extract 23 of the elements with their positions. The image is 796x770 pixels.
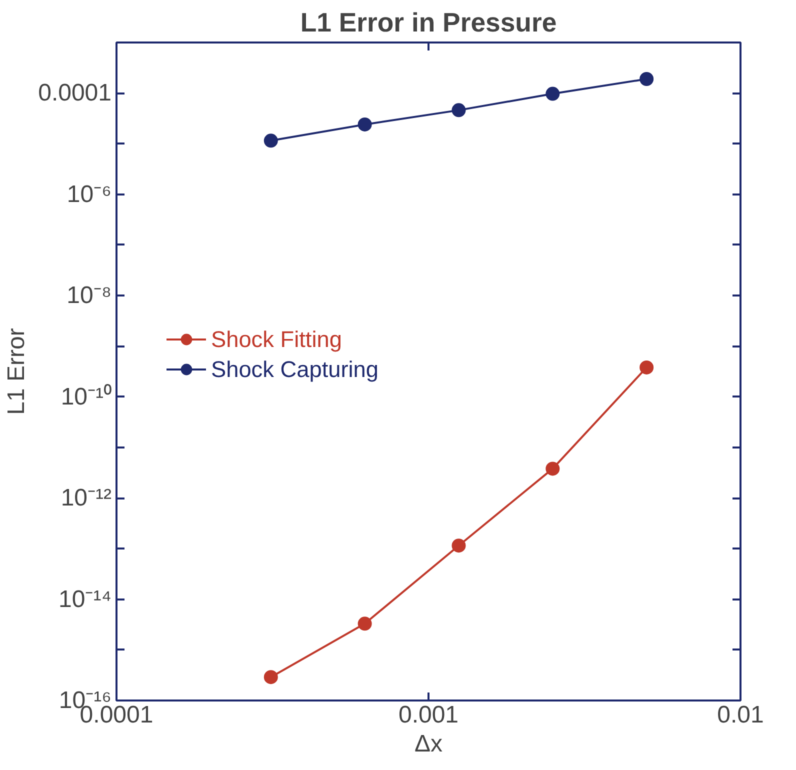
x-axis-title: Δx <box>414 730 443 758</box>
x-tick-label: 0.001 <box>398 702 459 728</box>
x-tick-label: 0.01 <box>717 702 764 728</box>
point <box>640 360 654 374</box>
point <box>264 134 278 148</box>
y-tick-label: 10⁻⁸ <box>66 282 112 310</box>
y-tick-label: 10⁻¹⁰ <box>60 383 112 410</box>
point <box>358 616 372 631</box>
legend-label: Shock Capturing <box>211 356 378 383</box>
y-tick-label: 10⁻¹⁴ <box>58 586 112 613</box>
point <box>546 86 560 101</box>
point <box>452 538 466 553</box>
y-tick-label: 0.0001 <box>38 80 112 107</box>
y-axis-title: L1 Error <box>3 328 30 415</box>
point <box>452 103 466 118</box>
point <box>640 72 654 86</box>
point <box>358 118 372 132</box>
point <box>264 670 278 684</box>
chart-title: L1 Error in Pressure <box>300 8 557 38</box>
y-tick-label: 10⁻¹² <box>60 484 112 512</box>
point <box>546 462 560 476</box>
y-tick-label: 10⁻⁶ <box>66 180 112 208</box>
legend-label: Shock Fitting <box>211 326 342 353</box>
